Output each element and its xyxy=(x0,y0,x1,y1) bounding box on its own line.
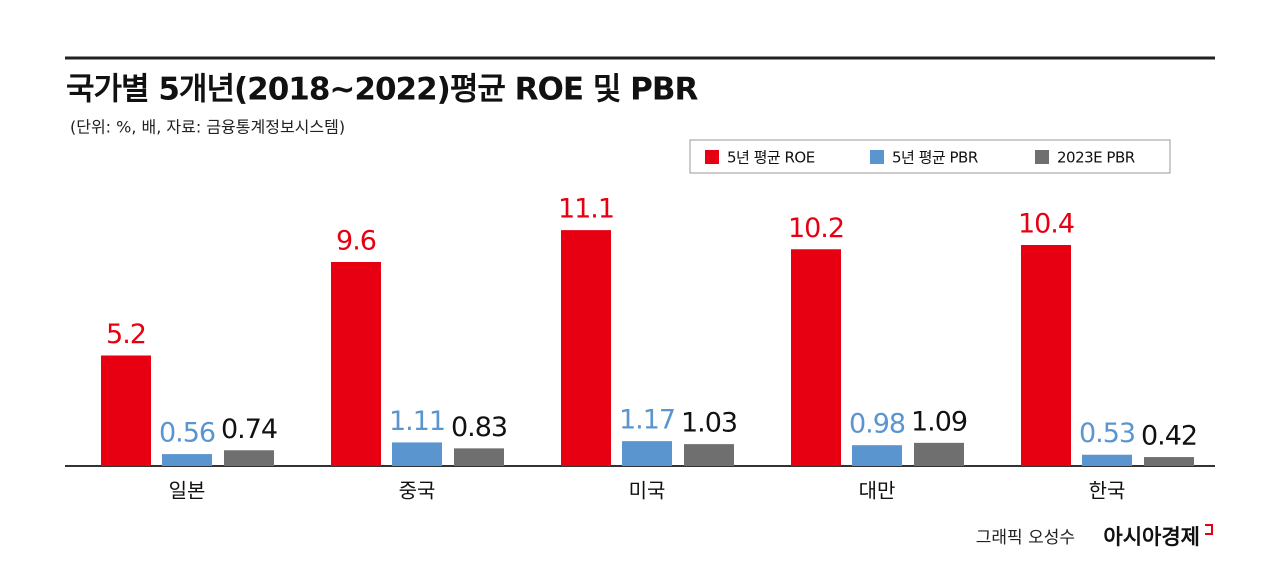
value-label: 1.03 xyxy=(681,408,737,439)
bar xyxy=(561,230,611,466)
legend-swatch xyxy=(870,150,884,164)
value-label: 1.09 xyxy=(911,406,967,437)
x-tick-label: 중국 xyxy=(399,479,436,503)
chart-title: 국가별 5개년(2018~2022)평균 ROE 및 PBR xyxy=(66,72,699,108)
bar xyxy=(101,355,151,466)
legend-swatch xyxy=(705,150,719,164)
value-label: 0.56 xyxy=(159,418,215,449)
value-label: 9.6 xyxy=(336,226,376,257)
bar xyxy=(224,450,274,466)
publisher-logo-mark xyxy=(1205,524,1213,535)
bar xyxy=(622,441,672,466)
value-label: 1.17 xyxy=(619,405,675,436)
bar xyxy=(1021,245,1071,466)
value-label: 0.53 xyxy=(1079,418,1135,449)
bar xyxy=(684,444,734,466)
value-label: 5.2 xyxy=(106,319,146,350)
chart-subtitle: (단위: %, 배, 자료: 금융통계정보시스템) xyxy=(70,118,345,137)
bar xyxy=(331,262,381,466)
value-label: 0.98 xyxy=(849,409,905,440)
value-label: 1.11 xyxy=(389,406,445,437)
value-label: 10.2 xyxy=(788,213,844,244)
x-tick-label: 미국 xyxy=(629,479,666,503)
bar xyxy=(1144,457,1194,466)
bar xyxy=(392,442,442,466)
x-tick-label: 대만 xyxy=(859,479,896,503)
bar xyxy=(914,442,964,466)
legend-label: 5년 평균 ROE xyxy=(727,149,815,167)
bar xyxy=(1082,454,1132,466)
value-label: 0.42 xyxy=(1141,421,1197,452)
legend-box xyxy=(689,139,1171,174)
credit: 그래픽 오성수 xyxy=(976,528,1075,548)
x-tick-label: 한국 xyxy=(1089,479,1126,503)
value-label: 0.74 xyxy=(221,414,277,445)
legend-swatch xyxy=(1035,150,1049,164)
bar xyxy=(852,445,902,466)
legend-label: 5년 평균 PBR xyxy=(892,149,978,167)
value-label: 10.4 xyxy=(1018,209,1074,240)
legend-label: 2023E PBR xyxy=(1057,149,1135,167)
value-label: 11.1 xyxy=(558,194,614,225)
value-label: 0.83 xyxy=(451,412,507,443)
bar xyxy=(162,454,212,466)
publisher: 아시아경제 xyxy=(1103,525,1200,549)
bar xyxy=(791,249,841,466)
x-tick-label: 일본 xyxy=(169,479,206,503)
bar xyxy=(454,448,504,466)
